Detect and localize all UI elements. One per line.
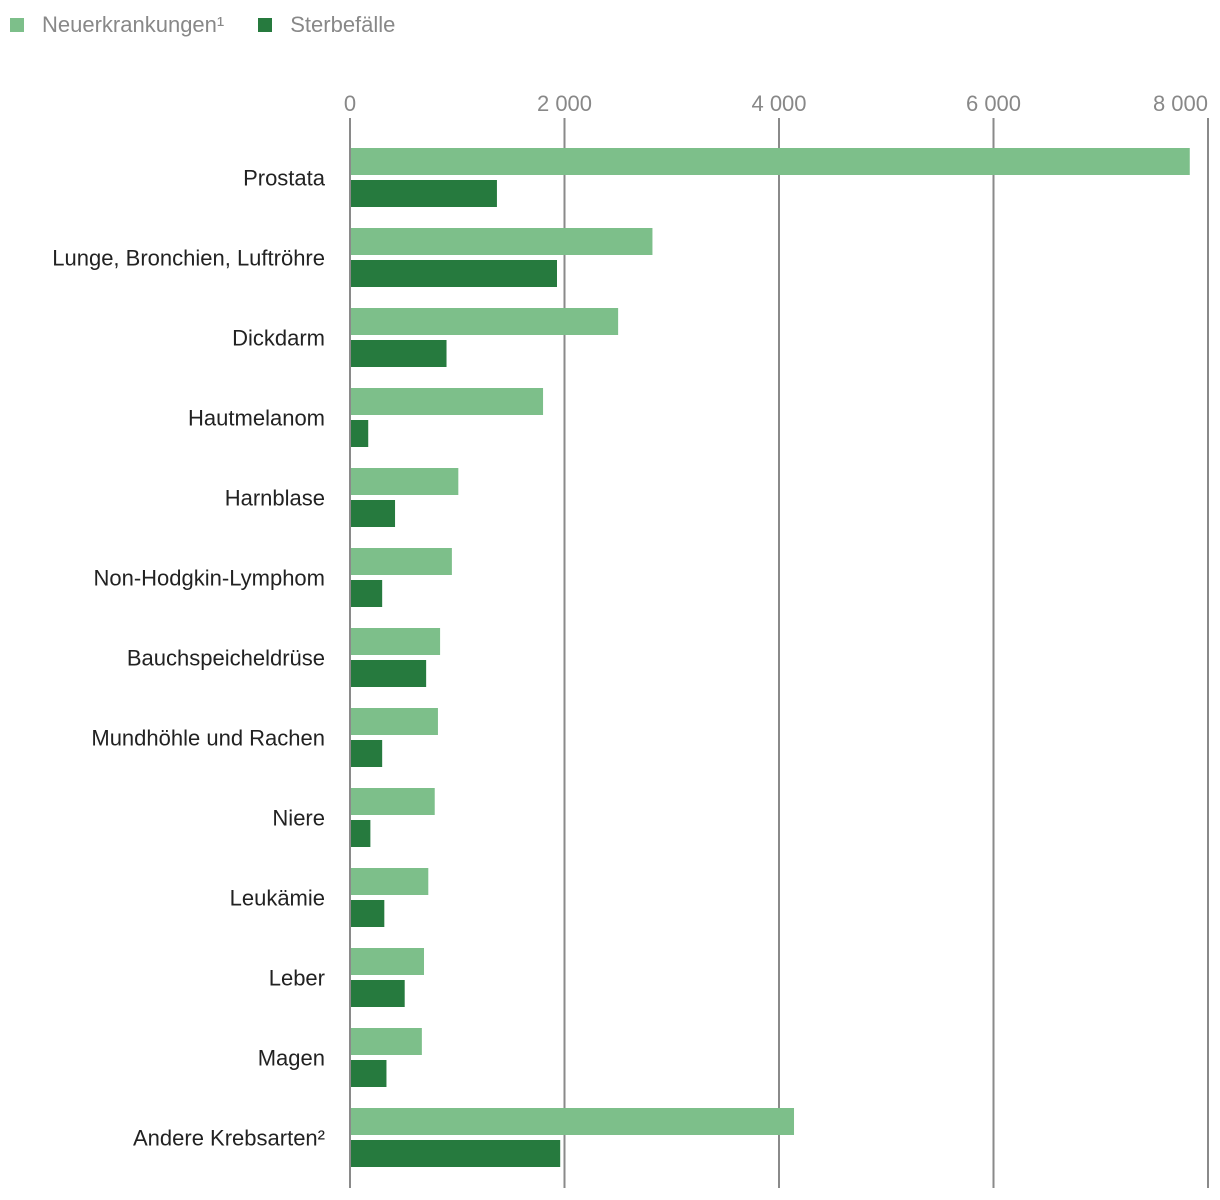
legend-label-neuerkrankungen: Neuerkrankungen¹ [42,12,225,37]
category-label-9: Leukämie [230,886,325,911]
x-tick-label-4000: 4 000 [751,91,806,116]
category-label-4: Harnblase [225,486,325,511]
bar-neuerkrankungen-1 [350,228,653,255]
bar-sterbefaelle-3 [350,420,369,447]
legend-item-neuerkrankungen[interactable]: Neuerkrankungen¹ [10,12,224,38]
category-label-5: Non-Hodgkin-Lymphom [93,566,325,591]
legend-swatch-neuerkrankungen [10,18,24,32]
bar-neuerkrankungen-7 [350,708,438,735]
x-tick-label-0: 0 [344,91,356,116]
category-label-2: Dickdarm [232,326,325,351]
legend-label-sterbefaelle: Sterbefälle [290,12,396,37]
category-label-10: Leber [269,966,325,991]
category-label-8: Niere [272,806,325,831]
category-label-12: Andere Krebsarten² [133,1126,325,1151]
legend-item-sterbefaelle[interactable]: Sterbefälle [258,12,395,38]
bar-neuerkrankungen-9 [350,868,429,895]
bar-neuerkrankungen-4 [350,468,459,495]
bar-neuerkrankungen-6 [350,628,441,655]
bar-neuerkrankungen-2 [350,308,619,335]
bar-sterbefaelle-4 [350,500,396,527]
x-tick-label-2000: 2 000 [537,91,592,116]
bar-sterbefaelle-7 [350,740,383,767]
x-tick-label-6000: 6 000 [966,91,1021,116]
bar-sterbefaelle-11 [350,1060,387,1087]
bar-neuerkrankungen-11 [350,1028,422,1055]
category-label-7: Mundhöhle und Rachen [91,726,325,751]
legend: Neuerkrankungen¹ Sterbefälle [10,12,429,38]
category-label-0: Prostata [243,166,326,191]
bar-sterbefaelle-8 [350,820,371,847]
bar-neuerkrankungen-8 [350,788,435,815]
category-label-11: Magen [258,1046,325,1071]
bar-sterbefaelle-12 [350,1140,561,1167]
bar-neuerkrankungen-5 [350,548,452,575]
bar-neuerkrankungen-3 [350,388,544,415]
bar-sterbefaelle-0 [350,180,497,207]
bar-neuerkrankungen-10 [350,948,425,975]
bar-neuerkrankungen-0 [350,148,1190,175]
x-tick-label-8000: 8 000 [1153,91,1208,116]
bar-neuerkrankungen-12 [350,1108,795,1135]
category-label-3: Hautmelanom [188,406,325,431]
bar-sterbefaelle-6 [350,660,427,687]
bar-sterbefaelle-5 [350,580,383,607]
legend-swatch-sterbefaelle [258,18,273,32]
category-label-1: Lunge, Bronchien, Luftröhre [52,246,325,271]
category-label-6: Bauchspeicheldrüse [127,646,325,671]
bar-sterbefaelle-1 [350,260,557,287]
bar-sterbefaelle-2 [350,340,447,367]
bar-sterbefaelle-9 [350,900,385,927]
bar-sterbefaelle-10 [350,980,405,1007]
